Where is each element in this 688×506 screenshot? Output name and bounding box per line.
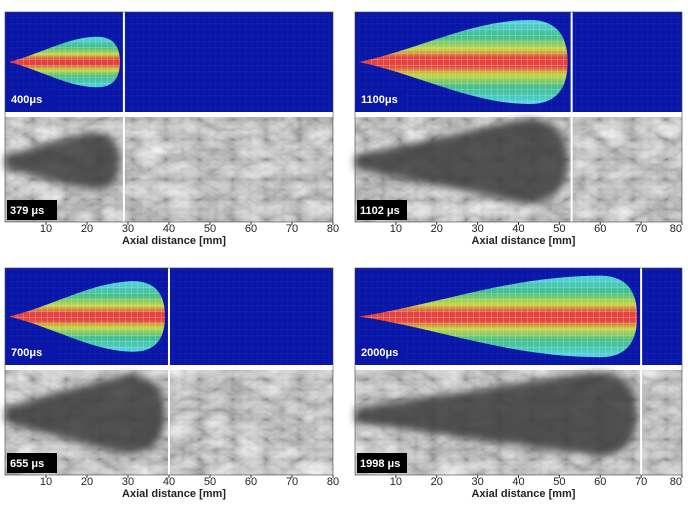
- panel: 400μs 379 μs 10 20 30 40 50 60 70 80 Axial distanc…: [5, 12, 339, 247]
- sim-label: 400μs: [11, 94, 42, 106]
- x-tick-label: 20: [81, 223, 93, 235]
- figure: 400μs 379 μs 10 20 30 40 50 60 70 80 Axial distanc…: [0, 0, 688, 506]
- photo-label: 379 μs: [10, 205, 44, 217]
- x-tick-label: 10: [390, 223, 402, 235]
- x-tick-label: 80: [327, 476, 339, 488]
- x-tick-label: 50: [204, 223, 216, 235]
- x-axis-label: Axial distance [mm]: [122, 235, 226, 247]
- x-tick-label: 20: [431, 476, 443, 488]
- x-tick-label: 40: [512, 476, 524, 488]
- x-tick-label: 10: [390, 476, 402, 488]
- x-tick-label: 70: [286, 223, 298, 235]
- x-tick-label: 20: [81, 476, 93, 488]
- x-tick-label: 60: [594, 223, 606, 235]
- x-tick-label: 80: [327, 223, 339, 235]
- x-tick-label: 30: [472, 223, 484, 235]
- x-axis-label: Axial distance [mm]: [472, 235, 576, 247]
- x-tick-label: 60: [245, 476, 257, 488]
- x-tick-label: 70: [635, 476, 647, 488]
- x-tick-label: 30: [472, 476, 484, 488]
- x-tick-label: 10: [40, 223, 52, 235]
- x-tick-label: 70: [635, 223, 647, 235]
- x-tick-label: 70: [286, 476, 298, 488]
- photo-label: 1102 μs: [360, 205, 400, 217]
- x-axis-label: Axial distance [mm]: [472, 488, 576, 500]
- x-tick-label: 80: [670, 223, 682, 235]
- x-tick-label: 60: [594, 476, 606, 488]
- x-tick-label: 40: [163, 223, 175, 235]
- sim-label: 1100μs: [361, 94, 398, 106]
- photo-label: 1998 μs: [360, 458, 400, 470]
- x-tick-label: 50: [204, 476, 216, 488]
- x-tick-label: 60: [245, 223, 257, 235]
- x-tick-label: 40: [163, 476, 175, 488]
- photo-label: 655 μs: [10, 458, 44, 470]
- sim-label: 2000μs: [361, 347, 398, 359]
- x-tick-label: 10: [40, 476, 52, 488]
- sim-label: 700μs: [11, 347, 42, 359]
- panels: 400μs 379 μs 10 20 30 40 50 60 70 80 Axial distanc…: [5, 12, 682, 500]
- x-tick-label: 50: [553, 223, 565, 235]
- x-tick-label: 80: [670, 476, 682, 488]
- panel: 700μs 655 μs 10 20 30 40 50 60 70 80 Axial distanc…: [5, 268, 339, 500]
- x-tick-label: 30: [122, 476, 134, 488]
- x-axis-label: Axial distance [mm]: [122, 488, 226, 500]
- x-tick-label: 40: [512, 223, 524, 235]
- x-tick-label: 50: [553, 476, 565, 488]
- x-tick-label: 30: [122, 223, 134, 235]
- panel: 1100μs 1102 μs 10 20 30 40 50 60 70 80 Axial dista…: [355, 12, 682, 247]
- page: 400μs 379 μs 10 20 30 40 50 60 70 80 Axial distanc…: [0, 0, 688, 506]
- panel: 2000μs 1998 μs 10 20 30 40 50 60 70 80 Axial dista…: [355, 268, 682, 500]
- x-tick-label: 20: [431, 223, 443, 235]
